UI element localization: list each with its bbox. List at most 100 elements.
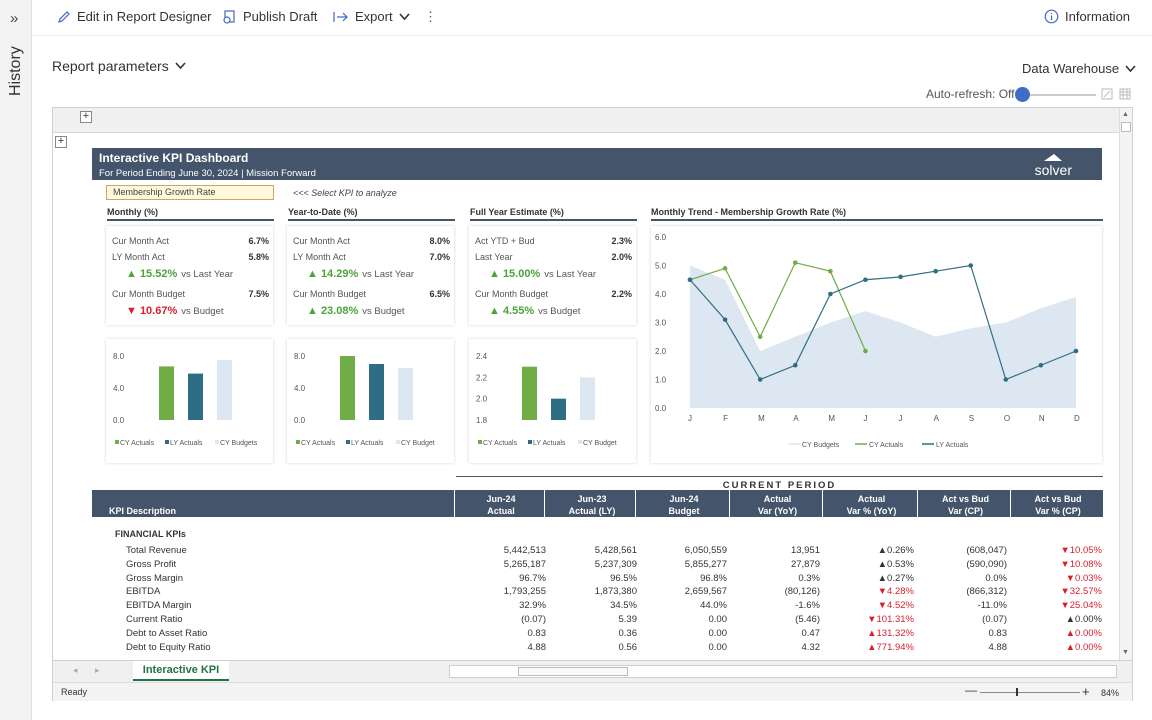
bar	[580, 377, 595, 420]
fullscreen-icon[interactable]	[1101, 88, 1113, 100]
cell-var-pct: ▲131.32%	[867, 627, 914, 639]
variance-value: ▲ 4.55%	[489, 305, 535, 317]
chevron-down-icon	[1125, 64, 1136, 72]
column-header: KPI Description	[92, 505, 452, 517]
cell-var-pct: ▼4.28%	[877, 586, 914, 598]
grid-view-icon[interactable]	[1119, 88, 1131, 100]
information-button[interactable]: Information	[1044, 9, 1130, 24]
y-tick-label: 0.0	[113, 416, 125, 425]
column-header: Jun-24 Actual	[457, 493, 545, 517]
cell-var-pct: ▲0.26%	[877, 545, 914, 556]
data-source-dropdown[interactable]: Data Warehouse	[1022, 61, 1136, 76]
series-line	[689, 261, 867, 352]
cell-value: 96.7%	[519, 572, 546, 584]
row-label: Cur Month Act	[112, 236, 170, 246]
cell-var-pct: ▲0.53%	[877, 558, 914, 570]
column-header-line2: Var (YoY)	[757, 506, 798, 516]
zoom-slider[interactable]	[980, 692, 1080, 693]
row-label: EBITDA	[126, 586, 161, 598]
column-divider	[635, 490, 636, 517]
logo-text: solver	[1034, 162, 1072, 178]
kpi-card: Cur Month Act 6.7% LY Month Act 5.8% ▲ 15.52…	[106, 226, 273, 325]
zoom-in-button[interactable]: +	[1082, 684, 1090, 699]
cell-value: 0.83	[527, 627, 547, 639]
cy-budgets-area	[690, 265, 1076, 408]
expand-group-icon[interactable]: +	[80, 111, 92, 123]
cell-value: 5.39	[618, 614, 638, 625]
cell-value: 0.83	[988, 627, 1008, 639]
cell-value: 0.3%	[798, 572, 820, 584]
variance-vs-last-year: ▲ 15.52% vs Last Year	[126, 268, 233, 280]
solver-logo-mark	[1044, 154, 1063, 161]
horizontal-scrollbar[interactable]	[449, 665, 1117, 678]
column-header-bar	[53, 108, 1132, 133]
data-point	[757, 377, 763, 382]
cell-value: 4.88	[527, 641, 547, 653]
cell-var-pct: ▼4.52%	[877, 600, 914, 612]
status-text: Ready	[61, 687, 88, 697]
cell-value: 4.32	[801, 641, 821, 653]
data-point	[863, 277, 868, 283]
table-row: EBITDA 1,793,255 1,873,380 2,659,567 (80,126…	[92, 586, 1103, 599]
tab-interactive-kpi[interactable]: Interactive KPI	[133, 661, 229, 681]
more-options-button[interactable]: ⋮	[424, 9, 437, 24]
expand-group-icon[interactable]: +	[55, 136, 67, 148]
auto-refresh-slider-knob[interactable]	[1015, 87, 1030, 102]
vertical-scrollbar[interactable]: ▲ ▼	[1119, 108, 1132, 663]
column-header: Act vs Bud Var % (CP)	[1013, 493, 1103, 517]
toolbar: Edit in Report Designer Publish Draft Ex…	[32, 0, 1152, 36]
kpi-table-header: KPI Description Jun-24 Actual Jun-23 Actual …	[92, 490, 1103, 517]
tab-next-icon[interactable]: ▸	[95, 665, 100, 675]
table-row: EBITDA Margin 32.9% 34.5% 44.0% -1.6% ▼4.52% -…	[92, 600, 1103, 613]
row-label: Debt to Asset Ratio	[126, 627, 208, 639]
cell-value: 5,237,309	[594, 558, 637, 570]
edit-report-designer-button[interactable]: Edit in Report Designer	[57, 9, 211, 24]
tab-prev-icon[interactable]: ◂	[73, 665, 78, 675]
expand-sidebar-icon[interactable]: »	[10, 10, 19, 27]
data-point	[757, 334, 763, 340]
cell-value: 96.5%	[610, 572, 637, 584]
y-tick-label: 2.4	[476, 352, 488, 361]
y-tick-label: 2.2	[476, 373, 488, 382]
variance-vs-last-year: ▲ 14.29% vs Last Year	[307, 268, 414, 280]
cell-value: -1.6%	[795, 600, 820, 612]
data-point	[828, 268, 833, 274]
publish-draft-button[interactable]: Publish Draft	[222, 9, 317, 24]
column-header-line1: Act vs Bud	[941, 494, 989, 504]
cell-value: (608,047)	[966, 545, 1007, 556]
cell-var-pct: ▲0.27%	[877, 572, 914, 584]
section-trend: Monthly Trend - Membership Growth Rate (…	[651, 207, 1103, 221]
kpi-select-cell[interactable]: Membership Growth Rate	[106, 185, 274, 200]
y-tick-label: 4.0	[294, 384, 306, 393]
cell-var-pct: ▼32.57%	[1060, 586, 1102, 598]
variance-value: ▲ 15.52%	[126, 268, 178, 280]
row-label: LY Month Act	[293, 252, 346, 262]
table-row: Debt to Asset Ratio 0.83 0.36 0.00 0.47 ▲131.…	[92, 628, 1103, 641]
x-tick-label: A	[793, 414, 799, 423]
auto-refresh-label: Auto-refresh: Off	[926, 87, 1015, 101]
variance-value: ▲ 23.08%	[307, 305, 359, 317]
legend-label: CY Actuals	[869, 442, 904, 449]
y-tick-label: 2.0	[655, 347, 667, 356]
cell-value: 27,879	[790, 558, 820, 570]
column-header-line1: Jun-24	[669, 494, 699, 504]
column-divider	[544, 490, 545, 517]
data-point	[968, 263, 974, 268]
row-label: Gross Profit	[126, 558, 177, 570]
legend-label: CY Budget	[583, 440, 617, 447]
cell-var-pct: ▼101.31%	[867, 614, 914, 625]
auto-refresh-slider[interactable]	[1022, 94, 1096, 96]
report-parameters-label: Report parameters	[52, 58, 169, 74]
zoom-slider-knob[interactable]	[1016, 688, 1018, 696]
series-line	[689, 264, 1077, 381]
column-header-line2: Budget	[668, 506, 700, 516]
cell-var-pct: ▲0.00%	[1065, 614, 1102, 625]
information-label: Information	[1065, 9, 1131, 24]
cell-value: 5,855,277	[684, 558, 727, 570]
export-button[interactable]: Export	[333, 9, 410, 24]
history-label[interactable]: History	[7, 46, 24, 96]
report-parameters-toggle[interactable]: Report parameters	[52, 58, 186, 74]
y-tick-label: 2.0	[476, 395, 488, 404]
legend-swatch	[346, 440, 350, 444]
zoom-out-button[interactable]: —	[965, 683, 977, 697]
